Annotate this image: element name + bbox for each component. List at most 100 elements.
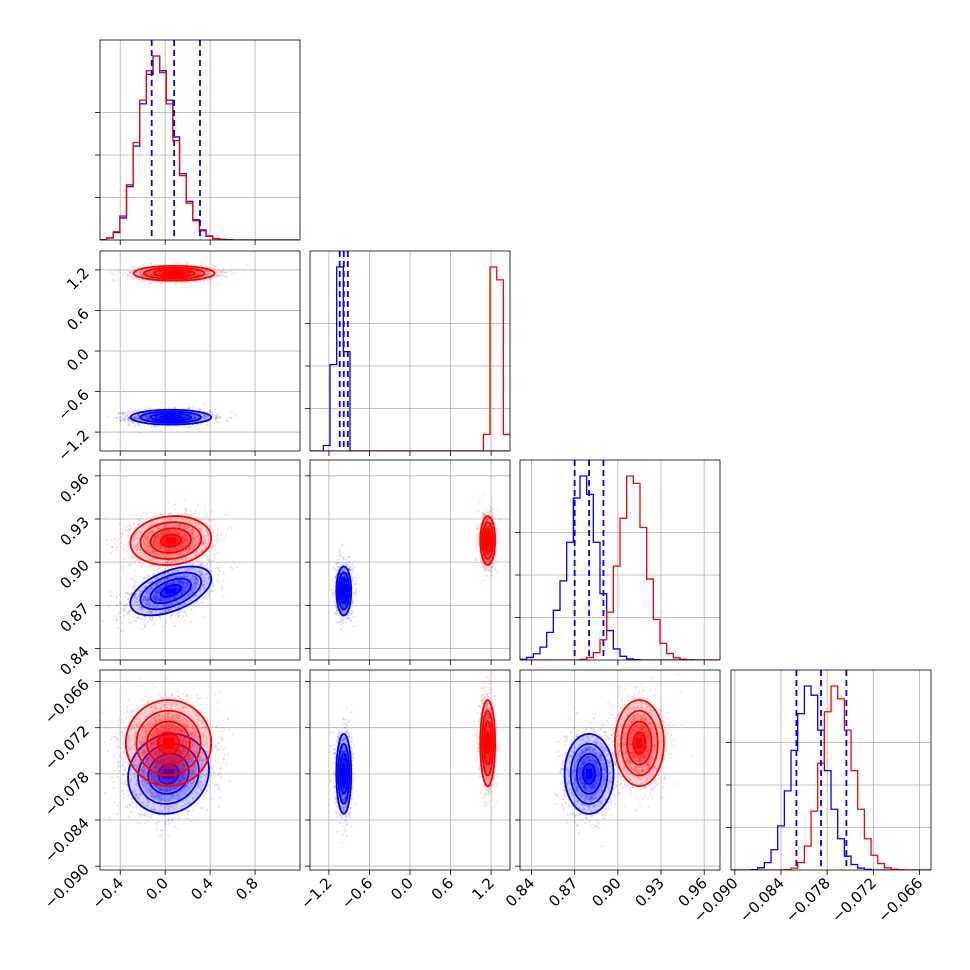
scatter-point <box>154 591 157 595</box>
scatter-point <box>138 549 142 552</box>
scatter-point <box>185 272 188 275</box>
scatter-point <box>208 560 211 564</box>
scatter-point <box>192 416 196 419</box>
scatter-point <box>180 583 183 586</box>
scatter-point <box>223 271 226 274</box>
scatter-point <box>127 409 130 413</box>
scatter-point <box>153 539 157 542</box>
scatter-point <box>184 536 187 539</box>
contour-line <box>159 414 182 420</box>
scatter-point <box>137 413 141 416</box>
scatter-point <box>167 529 170 532</box>
scatter-point <box>131 278 134 281</box>
scatter-point <box>184 611 187 614</box>
scatter-point <box>195 560 198 563</box>
scatter-point <box>207 273 210 276</box>
scatter-point <box>186 573 189 576</box>
scatter-point <box>174 596 177 599</box>
scatter-point <box>167 577 170 580</box>
scatter-point <box>193 574 197 578</box>
scatter-point <box>185 575 188 578</box>
scatter-point <box>155 593 158 596</box>
scatter-point <box>126 417 129 420</box>
scatter-point <box>131 420 134 423</box>
scatter-point <box>145 417 148 420</box>
scatter-point <box>187 272 190 275</box>
histogram-panel-1 <box>305 250 511 452</box>
scatter-point <box>161 270 164 274</box>
scatter-point <box>194 579 197 583</box>
scatter-point <box>219 533 222 536</box>
scatter-point <box>195 269 198 273</box>
scatter-point <box>196 540 199 544</box>
scatter-point <box>206 272 209 275</box>
scatter-point <box>191 418 194 421</box>
scatter-point <box>151 593 154 596</box>
scatter-point <box>156 593 159 596</box>
scatter-point <box>156 535 159 538</box>
scatter-point <box>153 605 156 609</box>
scatter-point <box>151 549 154 552</box>
scatter-point <box>163 529 166 533</box>
scatter-point <box>216 272 219 275</box>
scatter-point <box>147 538 150 541</box>
scatter-point <box>143 585 147 588</box>
scatter-point <box>136 604 139 607</box>
scatter-point <box>186 582 189 585</box>
scatter-point <box>206 563 209 567</box>
scatter-point <box>181 533 184 537</box>
scatter-point <box>151 274 154 277</box>
scatter-point <box>161 554 164 557</box>
scatter-point <box>219 272 222 275</box>
scatter-point <box>193 581 196 584</box>
scatter-point <box>155 591 159 594</box>
scatter-point <box>156 599 160 602</box>
histogram-step-series-0 <box>520 475 720 660</box>
scatter-point <box>163 605 167 608</box>
scatter-point <box>116 626 120 629</box>
scatter-point <box>190 418 193 421</box>
scatter-point <box>211 414 215 417</box>
scatter-point <box>144 597 147 600</box>
scatter-point <box>158 599 161 602</box>
scatter-point <box>183 574 186 577</box>
scatter-point <box>156 594 159 597</box>
scatter-point <box>187 407 190 410</box>
scatter-point <box>139 608 142 611</box>
scatter-point <box>147 415 150 418</box>
scatter-point <box>189 567 192 570</box>
scatter-point <box>204 528 208 532</box>
scatter-point <box>138 431 141 434</box>
scatter-point <box>142 280 146 283</box>
scatter-point <box>184 272 187 275</box>
scatter-point <box>194 543 197 546</box>
scatter-point <box>132 417 136 420</box>
scatter-point <box>192 414 195 417</box>
scatter-point <box>179 579 182 582</box>
scatter-point <box>162 532 165 535</box>
scatter-point <box>130 272 134 276</box>
scatter-point <box>182 585 185 588</box>
scatter-point <box>165 620 168 624</box>
scatter-point <box>206 274 209 277</box>
scatter-point <box>138 273 141 276</box>
scatter-point <box>165 619 168 622</box>
scatter-point <box>155 543 158 546</box>
scatter-point <box>193 575 196 579</box>
scatter-point <box>165 549 168 552</box>
scatter-point <box>194 538 197 541</box>
scatter-point <box>170 530 173 533</box>
scatter-point <box>147 417 150 421</box>
scatter-point <box>138 561 142 564</box>
scatter-point <box>163 609 166 613</box>
scatter-point <box>140 554 143 557</box>
scatter-point <box>163 584 167 587</box>
scatter-point <box>196 579 199 582</box>
scatter-point <box>195 550 198 553</box>
scatter-point <box>160 273 163 276</box>
scatter-point <box>183 538 186 541</box>
scatter-point <box>151 540 155 543</box>
scatter-point <box>184 589 187 592</box>
scatter-point <box>177 580 180 583</box>
scatter-point <box>136 417 139 420</box>
